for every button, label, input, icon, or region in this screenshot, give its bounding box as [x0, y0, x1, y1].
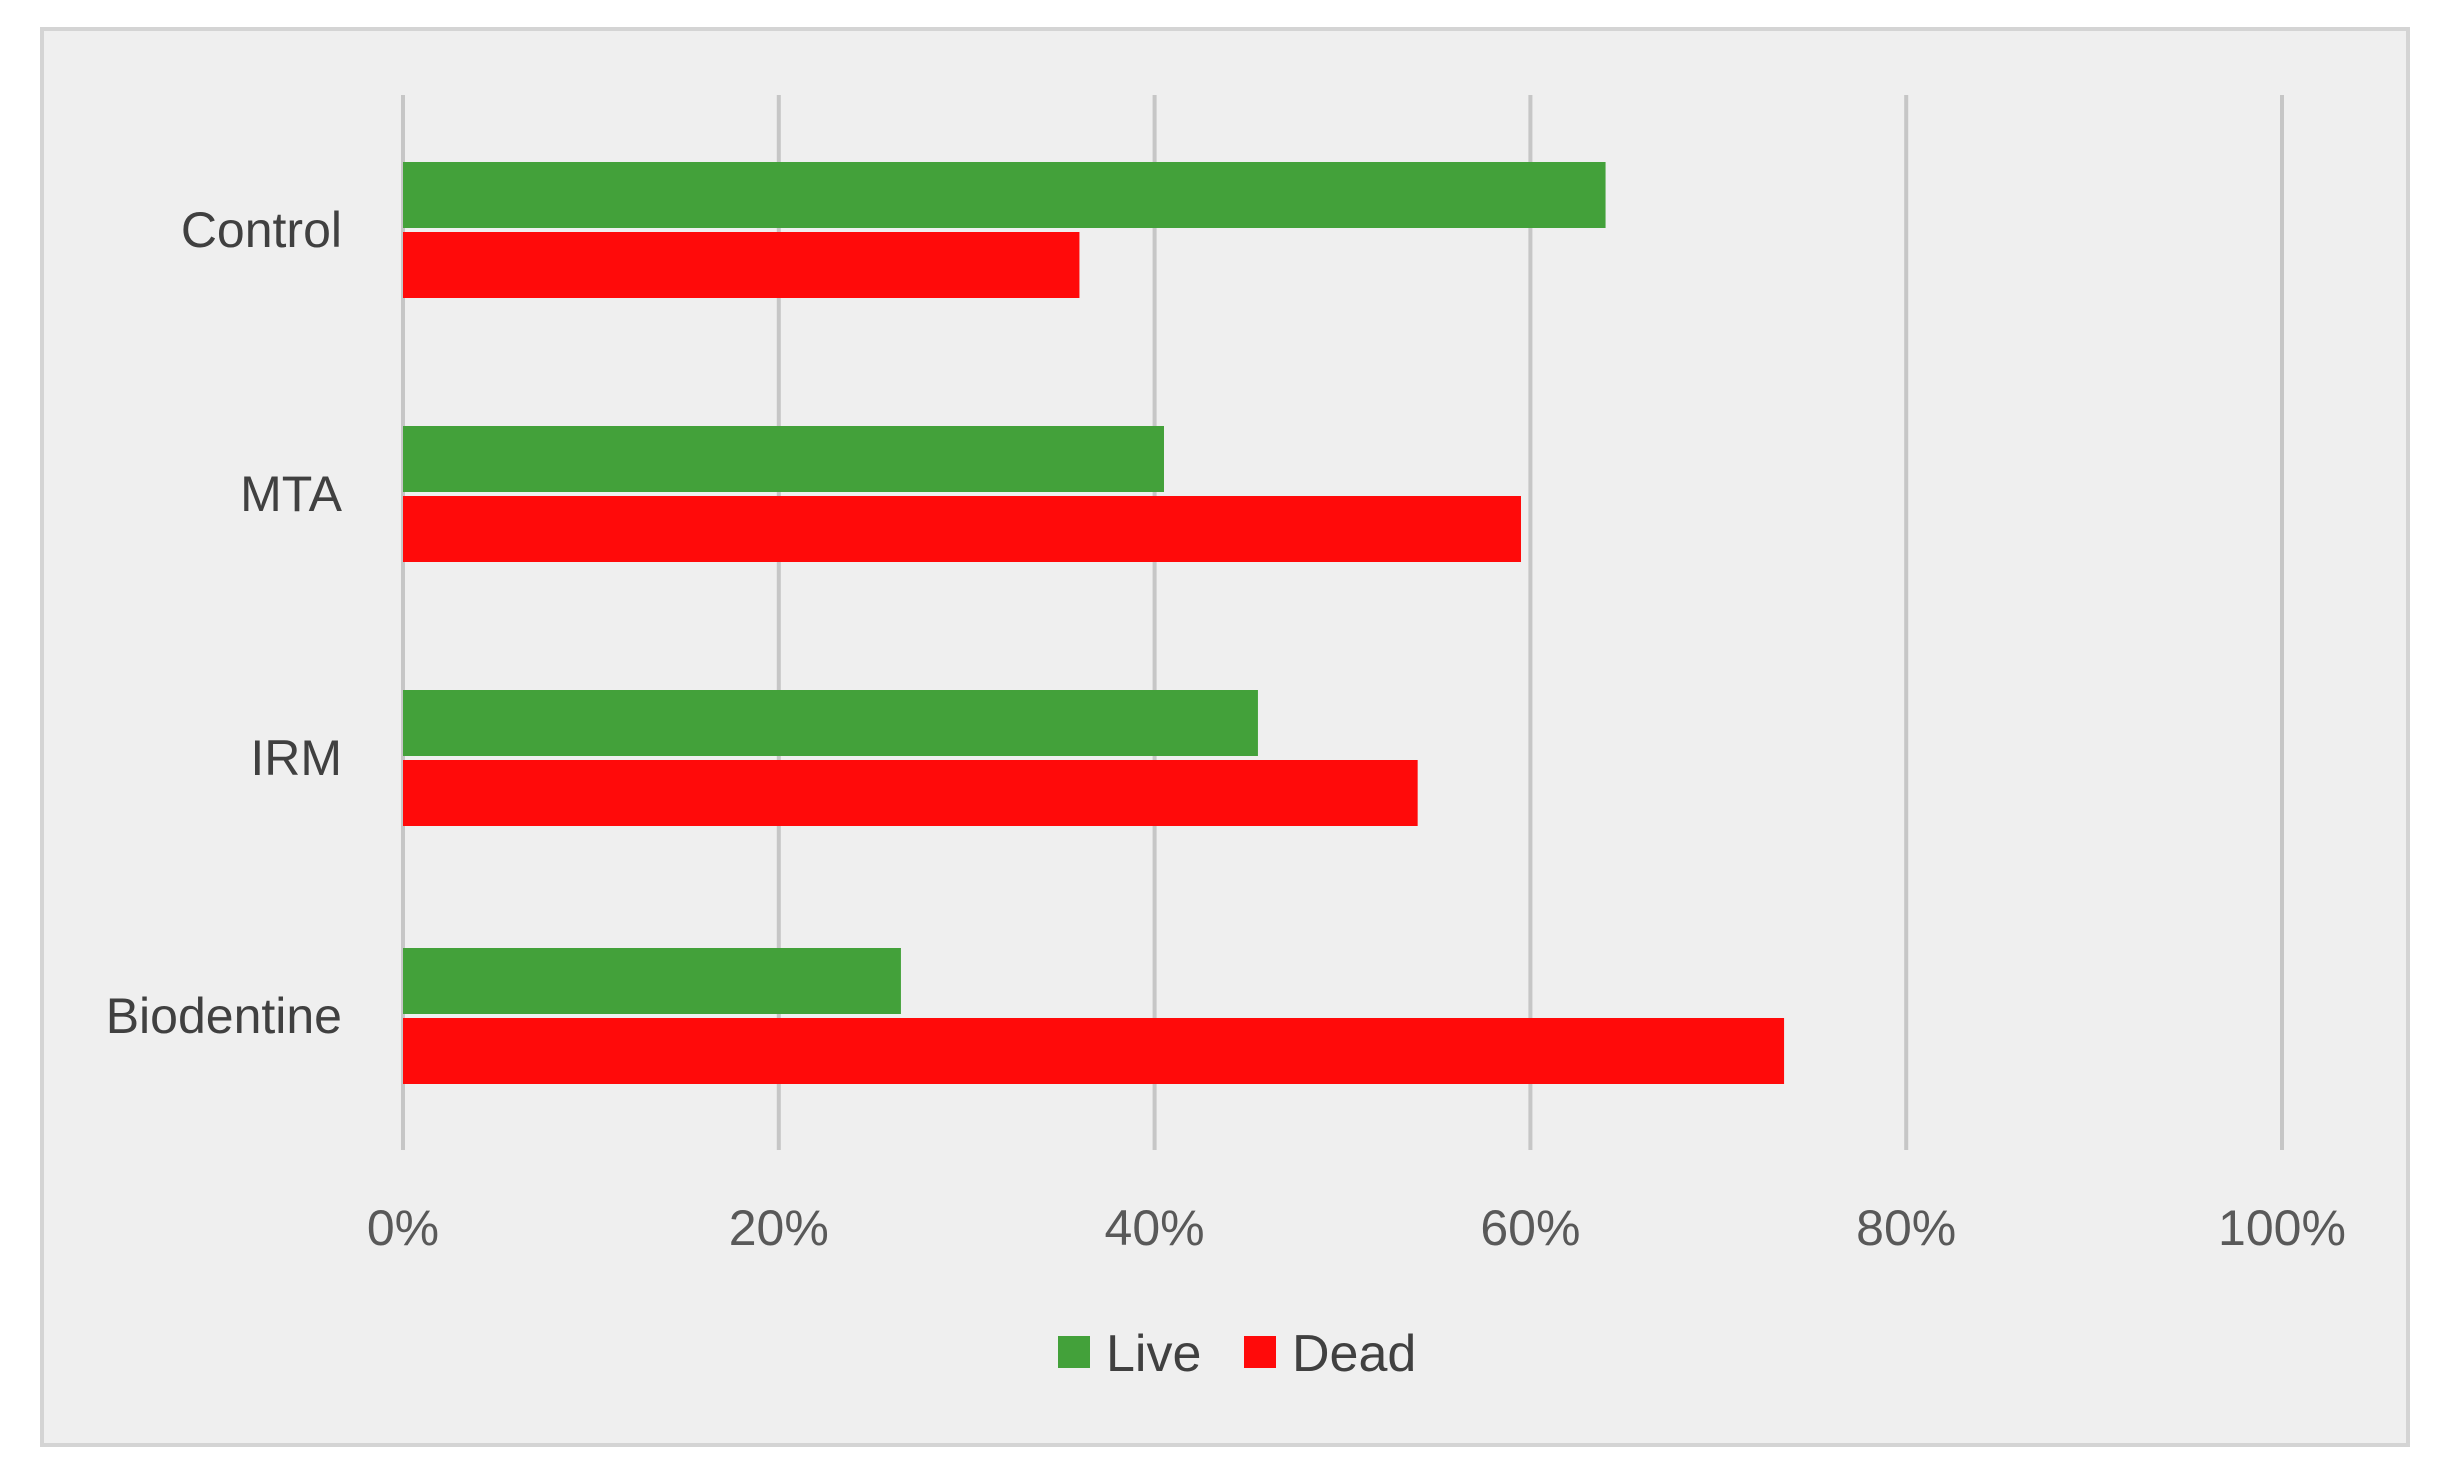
x-tick-label: 0% — [367, 1200, 439, 1256]
bar-dead-mta — [403, 496, 1522, 562]
bar-dead-control — [403, 232, 1080, 298]
legend-label-dead: Dead — [1292, 1325, 1416, 1383]
legend: Live Dead — [1058, 1325, 1416, 1383]
category-label: Control — [181, 202, 342, 258]
bars — [403, 162, 1785, 1084]
legend-swatch-live — [1058, 1336, 1090, 1368]
x-axis-tick-labels: 0% 20% 40% 60% 80% 100% — [367, 1200, 2346, 1256]
bar-live-biodentine — [403, 948, 901, 1014]
bar-dead-biodentine — [403, 1018, 1785, 1084]
x-tick-label: 60% — [1480, 1200, 1580, 1256]
x-tick-label: 80% — [1856, 1200, 1956, 1256]
x-tick-label: 40% — [1105, 1200, 1205, 1256]
legend-label-live: Live — [1106, 1325, 1201, 1383]
bar-dead-irm — [403, 760, 1418, 826]
bar-live-irm — [403, 690, 1258, 756]
x-tick-label: 20% — [729, 1200, 829, 1256]
bar-live-control — [403, 162, 1606, 228]
bar-live-mta — [403, 426, 1164, 492]
x-tick-label: 100% — [2218, 1200, 2346, 1256]
category-label: Biodentine — [106, 988, 342, 1044]
legend-swatch-dead — [1244, 1336, 1276, 1368]
category-label: MTA — [240, 466, 342, 522]
category-label: IRM — [250, 730, 342, 786]
category-labels: Control MTA IRM Biodentine — [106, 202, 343, 1044]
